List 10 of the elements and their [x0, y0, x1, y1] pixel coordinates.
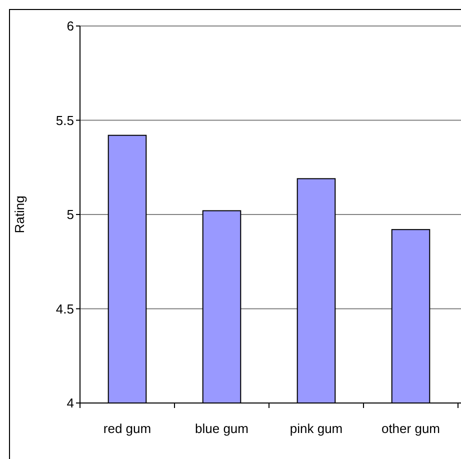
y-tick-label: 4: [66, 396, 74, 411]
x-tick-label: blue gum: [195, 421, 248, 436]
x-tick-label: other gum: [381, 421, 440, 436]
y-tick-label: 5.5: [56, 112, 74, 128]
y-tick-label: 4.5: [56, 301, 74, 316]
y-axis-title: Rating: [12, 196, 27, 234]
y-tick-label: 6: [66, 18, 74, 34]
x-tick-label: pink gum: [290, 421, 343, 436]
x-tick-label: red gum: [103, 421, 152, 436]
y-tick-label: 5: [66, 207, 74, 222]
